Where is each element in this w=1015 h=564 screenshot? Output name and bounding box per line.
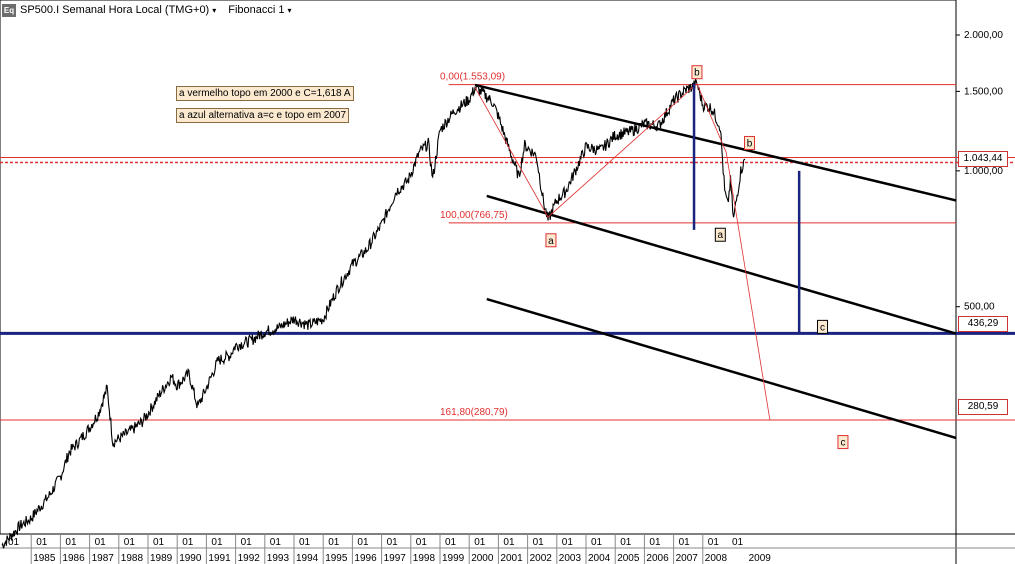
x-year-label: 2000: [471, 553, 494, 564]
x-year-label: 2005: [617, 553, 640, 564]
wave-label-box: [691, 65, 703, 80]
wave-label-box: [545, 233, 557, 248]
study-label: Fibonacci 1: [228, 4, 285, 16]
y-tick-label: 2.000,00: [964, 30, 1003, 41]
x-month-label: 01: [474, 537, 486, 548]
price-tag-280: 280,59: [958, 399, 1008, 415]
x-month-label: 01: [299, 537, 311, 548]
x-year-label: 1993: [267, 553, 290, 564]
fib-161-label: 161,80(280,79): [440, 407, 508, 418]
wave-label-box: [744, 135, 756, 150]
x-year-label: 2001: [500, 553, 523, 564]
wave-label: a: [718, 230, 724, 241]
wave-label: b: [747, 138, 753, 149]
x-month-label: 01: [357, 537, 369, 548]
x-month-label: 01: [649, 537, 661, 548]
x-year-label: 1986: [62, 553, 85, 564]
x-month-label: 01: [620, 537, 632, 548]
fib-100-label: 100,00(766,75): [440, 210, 508, 221]
channel-upper-line: [474, 83, 957, 202]
x-year-label: 2008: [705, 553, 728, 564]
x-month-label: 01: [65, 537, 77, 548]
x-month-label: 01: [328, 537, 340, 548]
chart-logo-icon: Eq: [2, 3, 16, 17]
wave-label-box: [714, 227, 726, 242]
symbol-label: SP500.I Semanal Hora Local (TMG+0): [20, 4, 210, 16]
x-year-label: 2009: [749, 553, 772, 564]
chart-header: Eq SP500.I Semanal Hora Local (TMG+0) ▾ …: [2, 2, 292, 18]
channel-lower-line: [486, 297, 957, 440]
x-month-label: 01: [153, 537, 165, 548]
y-tick-label: 500,00: [964, 302, 995, 313]
x-month-label: 01: [270, 537, 282, 548]
chevron-down-icon: ▾: [287, 5, 292, 15]
x-month-label: 01: [445, 537, 457, 548]
x-year-label: 1992: [238, 553, 261, 564]
x-month-label: 01: [182, 537, 194, 548]
x-year-label: 1994: [296, 553, 319, 564]
wave-label: c: [840, 438, 845, 449]
x-year-label: 2003: [559, 553, 582, 564]
red-wave-path: [474, 83, 771, 421]
x-year-label: 1998: [413, 553, 436, 564]
y-tick-label: 1.500,00: [964, 86, 1003, 97]
x-month-label: 01: [95, 537, 107, 548]
x-month-label: 01: [124, 537, 136, 548]
study-selector[interactable]: Fibonacci 1 ▾: [228, 4, 291, 16]
x-year-label: 1989: [150, 553, 173, 564]
channel-middle-line: [486, 194, 957, 335]
x-year-label: 1995: [325, 553, 348, 564]
y-tick-label: 1.000,00: [964, 166, 1003, 177]
x-year-label: 1987: [92, 553, 115, 564]
wave-label-box: [817, 319, 829, 334]
x-month-label: 01: [387, 537, 399, 548]
x-month-label: 01: [241, 537, 253, 548]
x-year-label: 1991: [208, 553, 231, 564]
x-month-label: 01: [503, 537, 515, 548]
blue-count-note: a azul alternativa a=c e topo em 2007: [176, 108, 350, 123]
price-tag-1043: 1.043,44: [958, 151, 1008, 167]
x-year-label: 1999: [442, 553, 465, 564]
x-year-label: 2004: [588, 553, 611, 564]
price-tag-436: 436,29: [958, 316, 1008, 332]
x-year-label: 1988: [121, 553, 144, 564]
x-month-label: 01: [416, 537, 428, 548]
x-year-label: 1996: [354, 553, 377, 564]
plot-area: [0, 0, 957, 535]
x-year-label: 2002: [530, 553, 553, 564]
x-year-label: 2006: [646, 553, 669, 564]
x-month-label: 01: [708, 537, 720, 548]
x-month-label: 01: [36, 537, 48, 548]
x-year-label: 1985: [33, 553, 56, 564]
x-month-label: 01: [8, 537, 20, 548]
fib-0-label: 0,00(1.553,09): [440, 72, 505, 83]
x-month-label: 01: [732, 537, 744, 548]
red-count-note: a vermelho topo em 2000 e C=1,618 A: [176, 86, 354, 101]
wave-label: b: [694, 68, 700, 79]
x-month-label: 01: [211, 537, 223, 548]
x-year-label: 1997: [384, 553, 407, 564]
chevron-down-icon: ▾: [212, 5, 217, 15]
x-month-label: 01: [679, 537, 691, 548]
x-month-label: 01: [562, 537, 574, 548]
price-series-line: [1, 76, 746, 549]
x-year-label: 1990: [179, 553, 202, 564]
x-month-label: 01: [591, 537, 603, 548]
wave-label-box: [837, 435, 849, 450]
symbol-selector[interactable]: SP500.I Semanal Hora Local (TMG+0) ▾: [20, 4, 216, 16]
x-year-label: 2007: [676, 553, 699, 564]
wave-label: a: [548, 236, 554, 247]
wave-label: c: [820, 322, 825, 333]
x-month-label: 01: [533, 537, 545, 548]
